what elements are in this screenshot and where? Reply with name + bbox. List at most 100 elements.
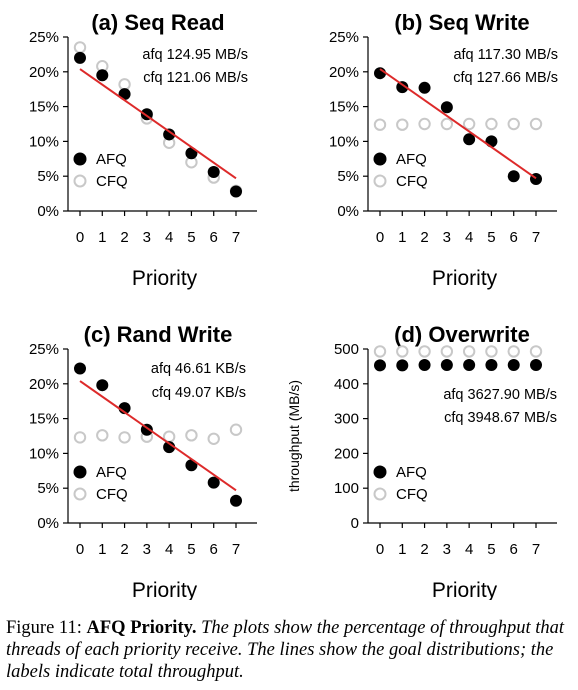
y-tick-label: 15% <box>329 99 359 116</box>
legend-afq-marker <box>73 152 87 166</box>
afq-point <box>463 133 476 146</box>
figure-canvas: 0%5%10%15%20%25%0 1 2 3 4 5 6 7(a) Seq ReadPrio… <box>29 10 558 600</box>
cfq-point <box>440 345 454 358</box>
legend-cfq-marker <box>373 174 387 188</box>
cfq-point <box>507 345 520 358</box>
goal-line <box>79 380 237 492</box>
x-tick-label: 2 <box>420 541 428 558</box>
figure-caption: Figure 11: AFQ Priority. The plots show … <box>6 617 572 683</box>
x-tick-label: 5 <box>487 229 495 246</box>
x-tick-label: 4 <box>465 541 473 558</box>
afq-point <box>163 128 176 141</box>
y-tick-label: 20% <box>329 64 359 81</box>
y-axis-label: throughput (MB/s) <box>286 380 302 492</box>
goal-line <box>79 68 237 180</box>
y-tick-label: 10% <box>29 445 59 462</box>
y-tick-label: 300 <box>334 411 359 428</box>
y-tick-label: 15% <box>29 411 59 428</box>
y-tick-label: 15% <box>29 99 59 116</box>
x-axis-label: Priority <box>432 267 498 290</box>
cfq-point <box>396 345 409 358</box>
x-tick-label: 5 <box>187 229 195 246</box>
afq-point <box>96 69 109 82</box>
y-tick-label: 5% <box>337 168 359 185</box>
y-tick-label: 5% <box>37 168 59 185</box>
legend-cfq-marker <box>373 487 387 501</box>
cfq-point <box>462 345 476 358</box>
x-tick-label: 7 <box>232 229 240 246</box>
x-tick-label: 0 <box>376 229 384 246</box>
legend-afq-label: AFQ <box>396 464 427 481</box>
afq-point <box>440 101 453 114</box>
legend-afq-label: AFQ <box>396 151 427 168</box>
x-axis-label: Priority <box>132 267 198 290</box>
x-tick-label: 3 <box>143 229 151 246</box>
throughput-annotation: afq 3627.90 MB/s <box>443 387 557 403</box>
cfq-point <box>440 117 454 131</box>
afq-point <box>374 359 386 372</box>
cfq-point <box>373 118 387 131</box>
chart-panel: 0% 5% 10% 15% 20% 25% 0 1 2 3 4 5 6 7 (c) Rand Write Pr… <box>29 322 257 600</box>
x-tick-label: 7 <box>532 229 540 246</box>
afq-point <box>230 494 242 507</box>
y-tick-label: 400 <box>334 376 359 393</box>
cfq-point <box>207 432 220 445</box>
x-tick-label: 4 <box>465 229 473 246</box>
caption-body: The plots show the percentage of through… <box>6 618 565 682</box>
cfq-point <box>96 429 109 442</box>
x-tick-label: 1 <box>398 541 406 558</box>
x-tick-label: 6 <box>510 541 518 558</box>
afq-point <box>374 67 386 80</box>
throughput-annotation: afq 117.30 MB/s <box>453 47 558 63</box>
afq-point <box>163 441 176 454</box>
y-tick-label: 5% <box>37 480 59 497</box>
cfq-point <box>507 117 520 131</box>
goal-line <box>379 68 537 180</box>
x-tick-label: 2 <box>420 229 428 246</box>
cfq-point <box>418 345 431 358</box>
legend-cfq-marker <box>73 174 87 188</box>
x-tick-label: 3 <box>443 229 451 246</box>
x-tick-label: 6 <box>510 229 518 246</box>
afq-point <box>396 359 409 372</box>
x-tick-label: 1 <box>98 229 106 246</box>
cfq-point <box>118 78 131 91</box>
legend-afq-marker <box>73 465 87 479</box>
x-tick-label: 4 <box>165 229 173 246</box>
afq-point <box>485 135 498 148</box>
afq-point <box>530 359 542 372</box>
chart-panels: 0%5%10%15%20%25%0 1 2 3 4 5 6 7(a) Seq ReadPrio… <box>29 10 558 600</box>
y-tick-label: 25% <box>29 341 59 358</box>
y-tick-label: 10% <box>29 133 59 150</box>
x-tick-label: 3 <box>443 541 451 558</box>
x-tick-label: 6 <box>210 541 218 558</box>
afq-point <box>463 359 476 372</box>
x-tick-label: 4 <box>165 541 173 558</box>
y-tick-label: 0% <box>337 203 359 220</box>
afq-point <box>74 362 86 375</box>
x-tick-label: 2 <box>120 541 128 558</box>
legend-cfq-marker <box>73 487 87 501</box>
legend-cfq-label: CFQ <box>396 173 428 190</box>
x-tick-label: 1 <box>398 229 406 246</box>
cfq-point <box>529 117 543 131</box>
x-tick-label: 6 <box>210 229 218 246</box>
legend-afq-label: AFQ <box>96 464 127 481</box>
x-tick-label: 5 <box>187 541 195 558</box>
cfq-point <box>73 41 87 54</box>
x-tick-label: 5 <box>487 541 495 558</box>
legend-cfq-label: CFQ <box>396 486 428 503</box>
x-tick-label: 7 <box>532 541 540 558</box>
x-axis-label: Priority <box>432 579 498 600</box>
afq-point <box>418 359 431 372</box>
chart-panel: 0% 5% 10% 15% 20% 25% 0 1 2 3 4 5 6 7 (b) Seq Write Pri… <box>329 10 558 290</box>
y-tick-label: 0 <box>351 515 359 532</box>
y-tick-label: 25% <box>29 29 59 46</box>
afq-point <box>207 166 220 179</box>
legend-afq-label: AFQ <box>96 151 127 168</box>
cfq-point <box>185 429 198 442</box>
y-tick-label: 10% <box>329 133 359 150</box>
afq-point <box>418 81 431 94</box>
y-tick-label: 200 <box>334 445 359 462</box>
throughput-annotation: cfq 49.07 KB/s <box>152 385 246 401</box>
